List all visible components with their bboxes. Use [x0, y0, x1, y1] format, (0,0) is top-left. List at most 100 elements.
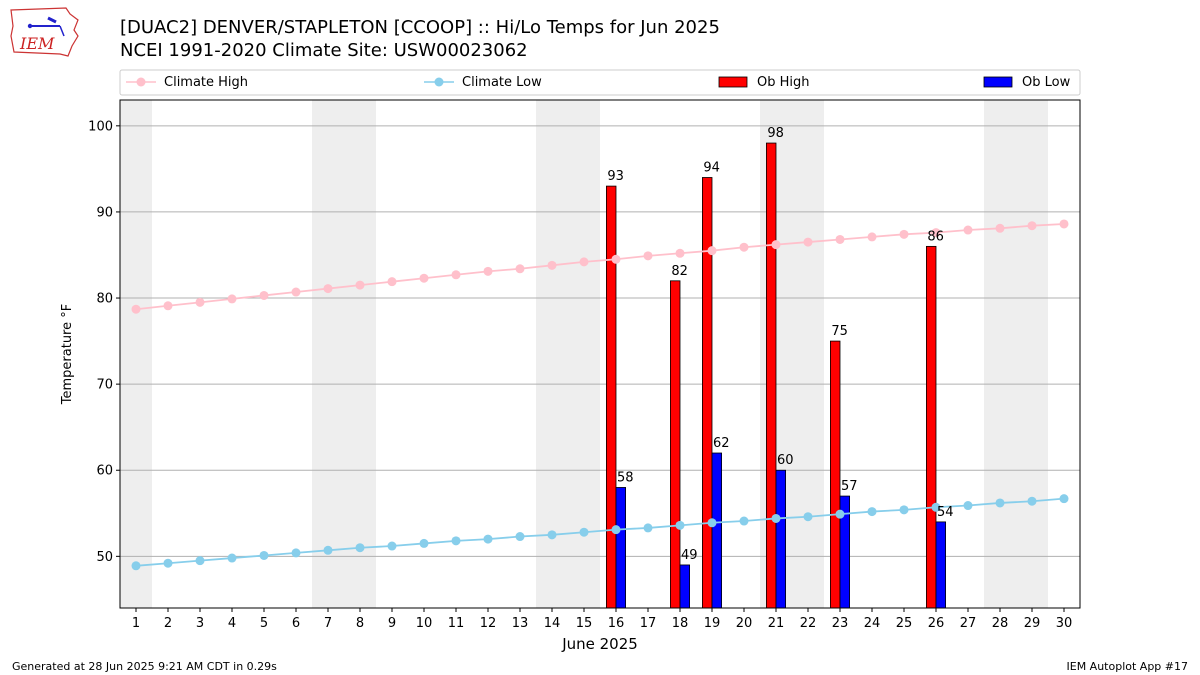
ob-low-bar-26: [935, 521, 947, 609]
x-tick-label-19: 19: [704, 616, 721, 631]
climate-low-line: [135, 497, 1065, 567]
climate-high-point-30: [1059, 219, 1069, 229]
bar-labels: 93 82 94 98 75 86 58 49 62 60 57 54: [607, 126, 953, 563]
climate-low-point-16: [611, 525, 621, 535]
climate-low-point-8: [355, 543, 365, 553]
climate-low-point-13: [515, 532, 525, 542]
climate-high-point-12: [483, 266, 493, 276]
weekend-band-15: [568, 100, 600, 608]
climate-high-point-6: [291, 287, 301, 297]
climate-high-point-19: [707, 246, 717, 256]
y-tick-label-60: 60: [96, 464, 113, 479]
climate-high-point-2: [163, 301, 173, 311]
climate-high-point-8: [355, 280, 365, 290]
x-tick-label-13: 13: [512, 616, 529, 631]
climate-high-point-20: [739, 242, 749, 252]
climate-low-point-28: [995, 498, 1005, 508]
ob-low-bar-19: [711, 452, 723, 609]
weekend-band-7: [312, 100, 344, 608]
climate-high-point-4: [227, 294, 237, 304]
x-tick-label-20: 20: [736, 616, 753, 631]
ob-high-label-26: 86: [927, 229, 944, 244]
y-tick-label-70: 70: [96, 378, 113, 393]
climate-low-point-24: [867, 507, 877, 517]
climate-high-point-11: [451, 270, 461, 280]
legend-label-climate-low: Climate Low: [462, 75, 542, 90]
plot-frame: [119, 99, 1081, 609]
climate-low-point-29: [1027, 496, 1037, 506]
climate-high-point-14: [547, 260, 557, 270]
ob-high-label-18: 82: [671, 264, 688, 279]
legend: Climate High Climate Low Ob High Ob Low: [119, 69, 1081, 96]
climate-low-point-12: [483, 534, 493, 544]
weekend-band-8: [344, 100, 376, 608]
x-tick-label-7: 7: [324, 616, 332, 631]
x-tick-label-30: 30: [1056, 616, 1073, 631]
app-footer: IEM Autoplot App #17: [1066, 660, 1189, 673]
climate-low-point-19: [707, 518, 717, 528]
climate-low-point-7: [323, 545, 333, 555]
climate-low-point-6: [291, 548, 301, 558]
x-tick-label-22: 22: [800, 616, 817, 631]
weather-station-icon: [27, 23, 33, 29]
ob-high-bar-19: [702, 177, 713, 609]
x-tick-label-23: 23: [832, 616, 849, 631]
ob-high-bar-16: [606, 185, 617, 609]
climate-low-point-10: [419, 538, 429, 548]
climate-low-point-15: [579, 527, 589, 537]
climate-high-point-24: [867, 232, 877, 242]
climate-high-line: [135, 223, 1065, 311]
climate-high-point-22: [803, 237, 813, 247]
ob-high-label-23: 75: [831, 324, 848, 339]
climate-high-point-16: [611, 254, 621, 264]
ob-high-label-16: 93: [607, 169, 624, 184]
climate-low-point-14: [547, 530, 557, 540]
climate-high-point-15: [579, 257, 589, 267]
legend-swatch-climate-low: [434, 77, 444, 87]
ob-high-label-19: 94: [703, 160, 720, 175]
climate-low-point-25: [899, 505, 909, 515]
climate-low-point-27: [963, 501, 973, 511]
legend-label-climate-high: Climate High: [164, 75, 248, 90]
climate-low-point-1: [131, 561, 141, 571]
weekend-shading: [120, 100, 1048, 608]
x-tick-label-15: 15: [576, 616, 593, 631]
climate-high-point-7: [323, 284, 333, 294]
y-tick-label-50: 50: [96, 550, 113, 565]
ob-low-label-19: 62: [713, 436, 730, 451]
climate-high-point-26: [931, 228, 941, 238]
legend-swatch-climate-high: [136, 77, 146, 87]
gridlines: [120, 125, 1080, 557]
ob-high-bar-26: [926, 245, 937, 609]
climate-low-point-23: [835, 509, 845, 519]
x-tick-label-16: 16: [608, 616, 625, 631]
climate-high-point-17: [643, 251, 653, 261]
x-tick-label-28: 28: [992, 616, 1009, 631]
climate-high-point-27: [963, 225, 973, 235]
climate-high-point-23: [835, 234, 845, 244]
y-tick-label-90: 90: [96, 205, 113, 220]
legend-label-ob-low: Ob Low: [1022, 75, 1071, 90]
ob-low-label-26: 54: [937, 505, 954, 520]
x-tick-label-1: 1: [132, 616, 140, 631]
x-tick-label-25: 25: [896, 616, 913, 631]
ob-low-bar-18: [679, 564, 691, 609]
legend-label-ob-high: Ob High: [757, 75, 810, 90]
x-tick-label-12: 12: [480, 616, 497, 631]
climate-high-point-18: [675, 248, 685, 258]
x-tick-label-27: 27: [960, 616, 977, 631]
chart-title: [DUAC2] DENVER/STAPLETON [CCOOP] :: Hi/L…: [120, 17, 720, 38]
iem-logo: IEM: [10, 7, 79, 57]
y-tick-label-80: 80: [96, 292, 113, 307]
climate-low-point-3: [195, 556, 205, 566]
ob-low-label-16: 58: [617, 470, 634, 485]
ob-low-bar-16: [615, 487, 627, 609]
ob-low-bar-21: [775, 469, 787, 609]
ob-low-label-18: 49: [681, 548, 698, 563]
x-tick-label-2: 2: [164, 616, 172, 631]
x-tick-label-17: 17: [640, 616, 657, 631]
weekend-band-29: [1016, 100, 1048, 608]
climate-high-point-25: [899, 229, 909, 239]
